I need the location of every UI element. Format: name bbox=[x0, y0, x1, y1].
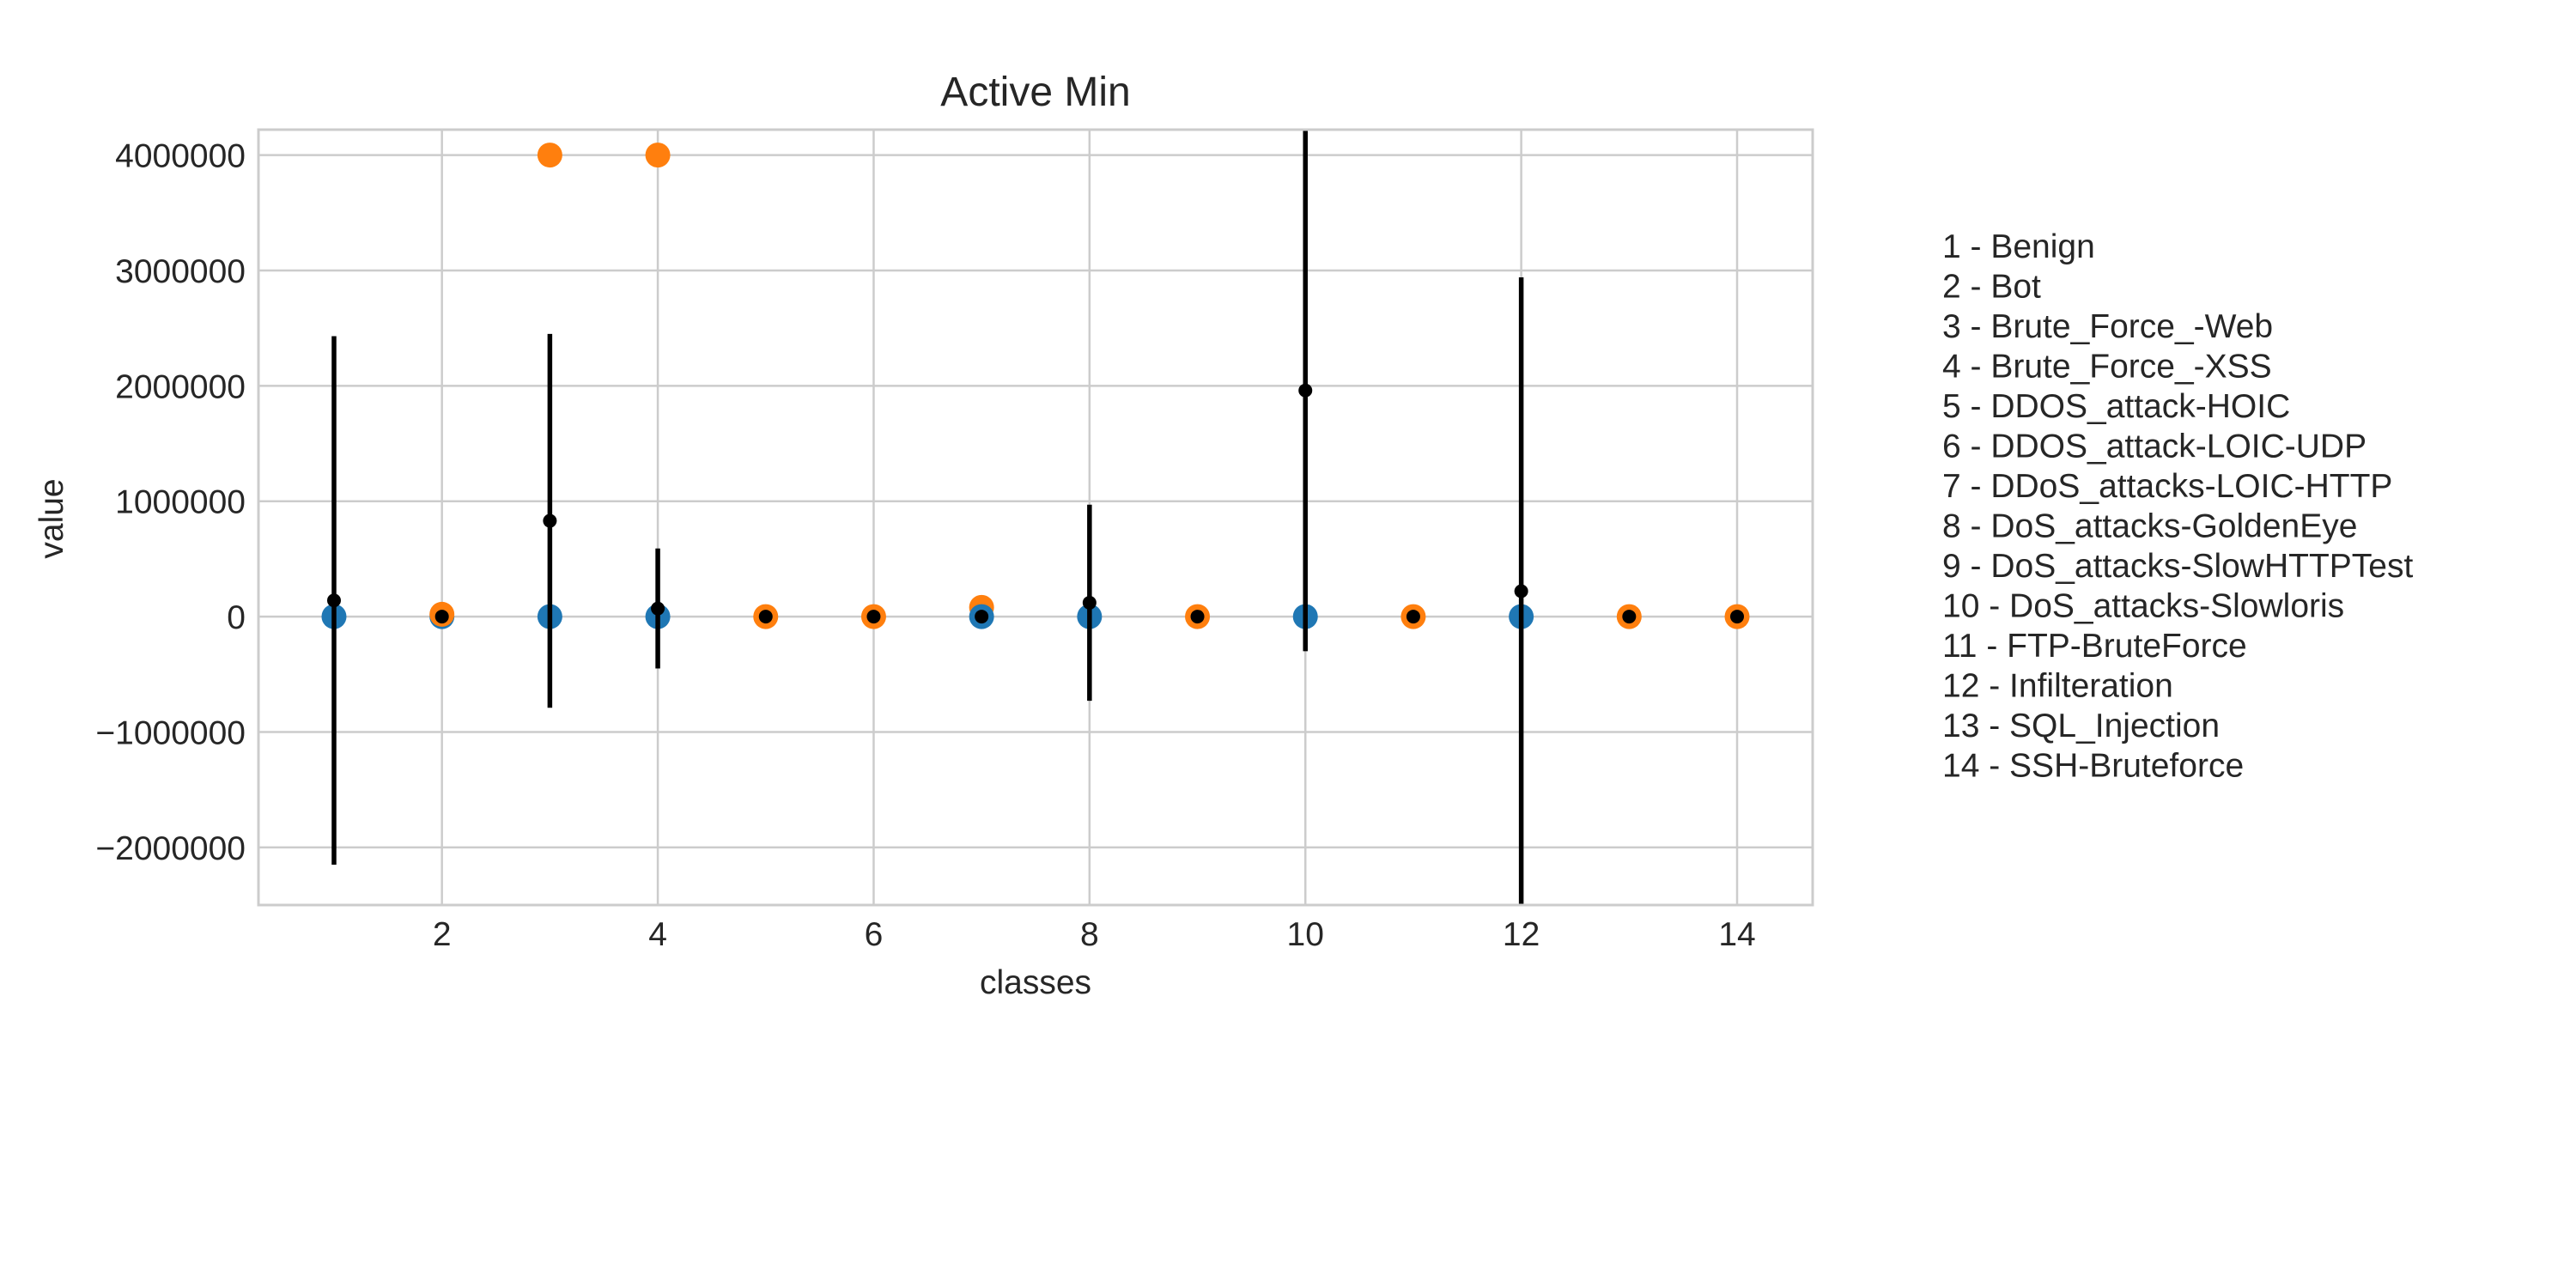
tick-labels: 2 4 6 8 10 12 14 −2000000 −1000000 0 1000000 200000… bbox=[95, 138, 1755, 953]
legend-entry: 6 - DDOS_attack-LOIC-UDP bbox=[1942, 428, 2366, 465]
mean-marker bbox=[1730, 610, 1745, 624]
x-tick-label: 6 bbox=[865, 916, 884, 953]
y-tick-label: 4000000 bbox=[115, 138, 246, 175]
legend-entry: 4 - Brute_Force_-XSS bbox=[1942, 349, 2272, 386]
chart-title: Active Min bbox=[940, 70, 1130, 115]
y-tick-label: 2000000 bbox=[115, 368, 246, 405]
x-axis-label: classes bbox=[980, 964, 1091, 1001]
x-tick-label: 10 bbox=[1287, 916, 1324, 953]
legend-entry: 3 - Brute_Force_-Web bbox=[1942, 308, 2273, 345]
data-point bbox=[645, 143, 671, 168]
x-tick-label: 14 bbox=[1718, 916, 1755, 953]
legend-entry: 2 - Bot bbox=[1942, 269, 2041, 306]
mean-marker bbox=[1622, 610, 1637, 624]
data-point bbox=[537, 143, 562, 168]
legend-entry: 1 - Benign bbox=[1942, 228, 2095, 265]
legend-entry: 8 - DoS_attacks-GoldenEye bbox=[1942, 508, 2357, 545]
mean-marker bbox=[1298, 383, 1313, 398]
legend-entry: 14 - SSH-Bruteforce bbox=[1942, 748, 2244, 785]
legend-entry: 9 - DoS_attacks-SlowHTTPTest bbox=[1942, 548, 2413, 585]
mean-marker bbox=[1082, 595, 1097, 610]
y-tick-label: 3000000 bbox=[115, 253, 246, 290]
y-tick-label: 0 bbox=[227, 599, 246, 636]
x-tick-label: 12 bbox=[1503, 916, 1540, 953]
legend-entry: 10 - DoS_attacks-Slowloris bbox=[1942, 588, 2344, 625]
y-tick-label: −2000000 bbox=[95, 830, 246, 867]
y-tick-label: −1000000 bbox=[95, 714, 246, 751]
mean-marker bbox=[758, 610, 773, 624]
legend-entry: 12 - Infilteration bbox=[1942, 668, 2173, 705]
x-tick-label: 4 bbox=[648, 916, 667, 953]
mean-marker bbox=[866, 610, 881, 624]
legend-entry: 11 - FTP-BruteForce bbox=[1942, 628, 2247, 665]
legend-entry: 5 - DDOS_attack-HOIC bbox=[1942, 388, 2290, 425]
mean-marker bbox=[326, 593, 341, 608]
legend-entry: 13 - SQL_Injection bbox=[1942, 708, 2220, 744]
legend-entry: 7 - DDoS_attacks-LOIC-HTTP bbox=[1942, 468, 2392, 505]
mean-marker bbox=[1406, 610, 1420, 624]
grid bbox=[258, 130, 1813, 905]
y-tick-label: 1000000 bbox=[115, 484, 246, 521]
x-tick-label: 2 bbox=[433, 916, 452, 953]
mean-marker bbox=[434, 610, 449, 624]
mean-marker bbox=[975, 610, 989, 624]
y-axis-label: value bbox=[33, 478, 70, 558]
mean-marker bbox=[543, 513, 557, 528]
mean-marker bbox=[651, 601, 665, 616]
mean-marker bbox=[1514, 584, 1528, 598]
error-bars bbox=[326, 130, 1745, 905]
mean-marker bbox=[1190, 610, 1205, 624]
x-tick-label: 8 bbox=[1080, 916, 1099, 953]
plot-frame bbox=[257, 128, 1814, 907]
